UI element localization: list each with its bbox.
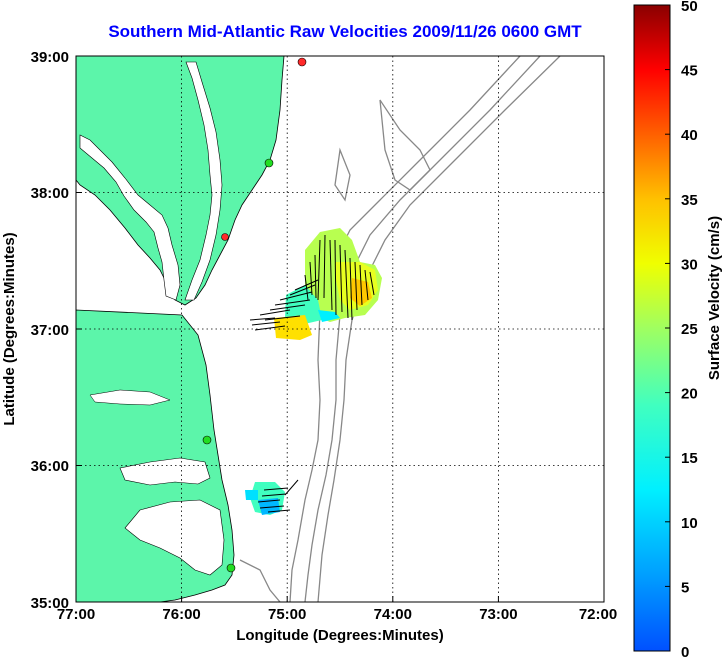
x-axis-label: Longitude (Degrees:Minutes)	[236, 627, 444, 644]
colorbar-tick-label: 30	[681, 256, 698, 273]
colorbar-tick-label: 15	[681, 450, 698, 467]
station-marker[interactable]	[264, 158, 274, 168]
x-tick-label: 72:00	[579, 606, 617, 623]
station-marker[interactable]	[297, 57, 307, 67]
station-marker[interactable]	[221, 233, 229, 241]
colorbar-tick-label: 45	[681, 63, 698, 80]
colorbar-tick-label: 40	[681, 127, 698, 144]
radar-stations	[202, 57, 307, 573]
y-tick-label: 39:00	[31, 49, 69, 66]
map-title: Southern Mid-Atlantic Raw Velocities 200…	[108, 22, 582, 41]
x-tick-label: 76:00	[162, 606, 200, 623]
colorbar	[633, 4, 671, 652]
land-mass	[76, 56, 285, 306]
y-tick-label: 36:00	[31, 458, 69, 475]
y-axis-label: Latitude (Degrees:Minutes)	[1, 232, 18, 425]
colorbar-tick-label: 35	[681, 192, 698, 209]
y-tick-label: 35:00	[31, 595, 69, 612]
colorbar-tick-label: 50	[681, 0, 698, 15]
colorbar-label: Surface Velocity (cm/s)	[706, 216, 723, 380]
bathymetry-contours	[239, 56, 561, 602]
x-tick-label: 75:00	[268, 606, 306, 623]
y-tick-label: 38:00	[31, 185, 69, 202]
x-tick-label: 73:00	[479, 606, 517, 623]
colorbar-tick-label: 5	[681, 579, 689, 596]
map-grid	[76, 56, 604, 602]
x-tick-label: 77:00	[57, 606, 95, 623]
colorbar-tick-label: 25	[681, 321, 698, 338]
colorbar-tick-label: 20	[681, 386, 698, 403]
colorbar-tick-label: 10	[681, 515, 698, 532]
colorbar-tick-label: 0	[681, 644, 689, 659]
velocity-arrows	[249, 234, 375, 513]
station-marker[interactable]	[202, 435, 212, 445]
x-tick-label: 74:00	[374, 606, 412, 623]
station-marker[interactable]	[226, 563, 236, 573]
chesapeake-bay	[79, 134, 181, 301]
y-tick-label: 37:00	[31, 322, 69, 339]
